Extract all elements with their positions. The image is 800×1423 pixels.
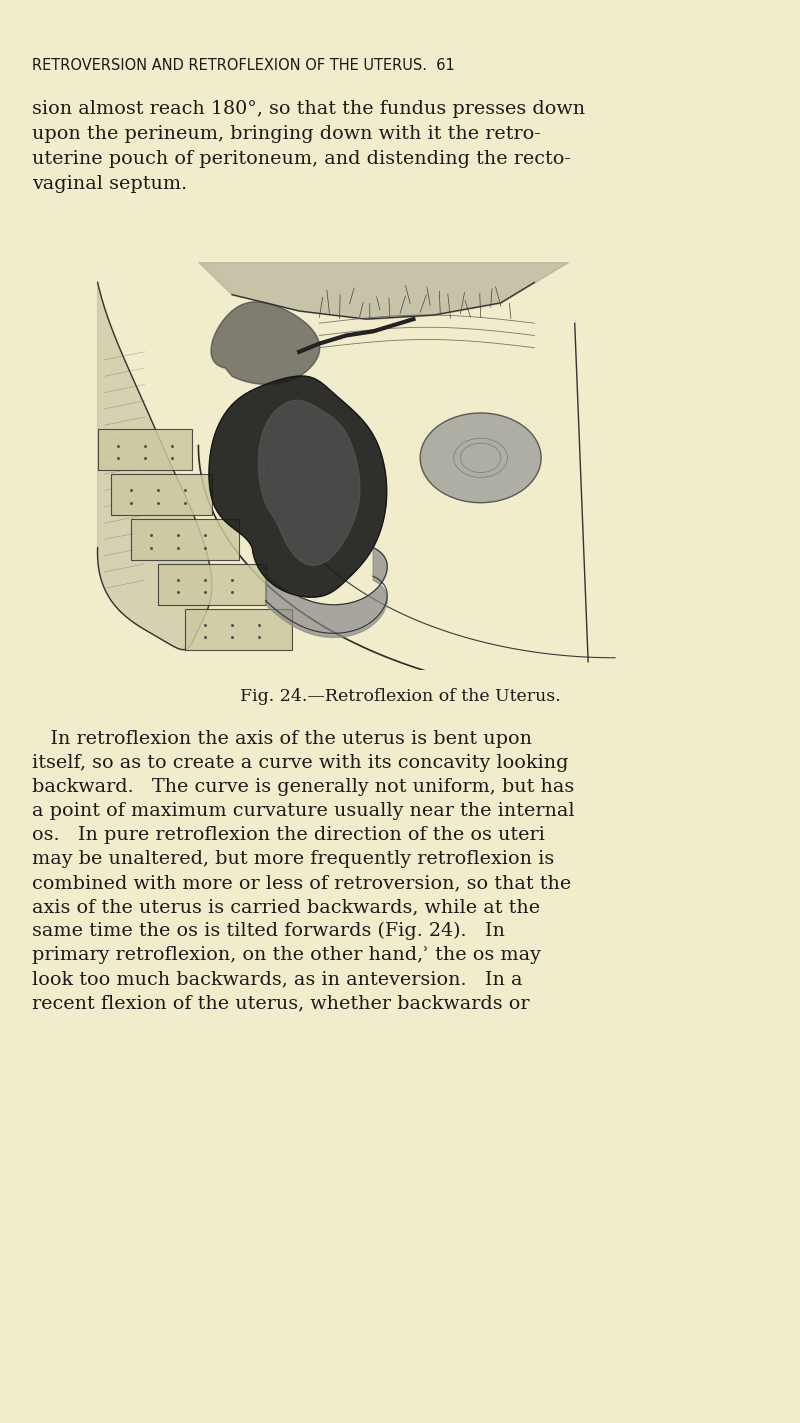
Polygon shape <box>209 376 386 598</box>
Text: os.   In pure retroflexion the direction of the os uteri: os. In pure retroflexion the direction o… <box>32 825 545 844</box>
Text: axis of the uterus is carried backwards, while at the: axis of the uterus is carried backwards,… <box>32 898 540 916</box>
Bar <box>158 564 266 605</box>
Text: may be unaltered, but more frequently retroflexion is: may be unaltered, but more frequently re… <box>32 850 554 868</box>
Bar <box>131 519 238 559</box>
Bar <box>111 474 212 515</box>
Text: backward.   The curve is generally not uniform, but has: backward. The curve is generally not uni… <box>32 778 574 795</box>
Text: primary retroflexion, on the other hand,ʾ the os may: primary retroflexion, on the other hand,… <box>32 946 541 963</box>
Text: RETROVERSION AND RETROFLEXION OF THE UTERUS.  61: RETROVERSION AND RETROFLEXION OF THE UTE… <box>32 58 454 73</box>
Text: combined with more or less of retroversion, so that the: combined with more or less of retroversi… <box>32 874 571 892</box>
Polygon shape <box>258 400 360 565</box>
Text: vaginal septum.: vaginal septum. <box>32 175 187 194</box>
Polygon shape <box>211 302 320 384</box>
Text: itself, so as to create a curve with its concavity looking: itself, so as to create a curve with its… <box>32 754 569 773</box>
Text: a point of maximum curvature usually near the internal: a point of maximum curvature usually nea… <box>32 803 574 820</box>
Polygon shape <box>266 548 387 638</box>
Bar <box>98 430 192 470</box>
Bar <box>185 609 293 650</box>
Text: recent flexion of the uterus, whether backwards or: recent flexion of the uterus, whether ba… <box>32 995 530 1012</box>
Text: In retroflexion the axis of the uterus is bent upon: In retroflexion the axis of the uterus i… <box>32 730 532 748</box>
Text: Fig. 24.—Retroflexion of the Uterus.: Fig. 24.—Retroflexion of the Uterus. <box>240 687 560 704</box>
Text: same time the os is tilted forwards (Fig. 24).   In: same time the os is tilted forwards (Fig… <box>32 922 505 941</box>
Ellipse shape <box>420 413 541 502</box>
Text: upon the perineum, bringing down with it the retro-: upon the perineum, bringing down with it… <box>32 125 541 142</box>
Text: look too much backwards, as in anteversion.   In a: look too much backwards, as in anteversi… <box>32 970 522 988</box>
Polygon shape <box>98 282 212 650</box>
Text: uterine pouch of peritoneum, and distending the recto-: uterine pouch of peritoneum, and distend… <box>32 149 571 168</box>
Text: sion almost reach 180°, so that the fundus presses down: sion almost reach 180°, so that the fund… <box>32 100 585 118</box>
